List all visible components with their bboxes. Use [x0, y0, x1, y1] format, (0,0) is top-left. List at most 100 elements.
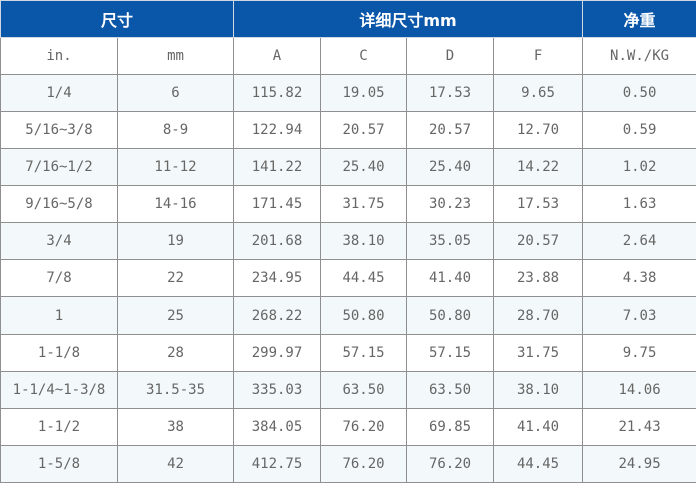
- table-cell: 69.85: [406, 407, 495, 446]
- table-cell: 31.75: [320, 185, 408, 224]
- table-cell: 234.95: [233, 259, 322, 298]
- table-cell: 25: [116, 296, 235, 335]
- table-cell: 7/16~1/2: [0, 148, 118, 187]
- table-cell: 11-12: [116, 148, 235, 187]
- table-cell: 38.10: [493, 370, 584, 409]
- table-cell: 20.57: [493, 222, 584, 261]
- table-cell: 24.95: [582, 444, 696, 483]
- table-cell: 0.59: [582, 111, 696, 150]
- table-cell: 76.20: [320, 444, 408, 483]
- column-header-row: in. mm A C D F N.W./KG: [0, 37, 696, 75]
- table-row: 7/8 22 234.95 44.45 41.40 23.88 4.38: [0, 259, 696, 298]
- table-cell: 2.64: [582, 222, 696, 261]
- table-cell: 30.23: [406, 185, 495, 224]
- table-cell: 14.06: [582, 370, 696, 409]
- table-cell: 23.88: [493, 259, 584, 298]
- table-cell: 31.5-35: [116, 370, 235, 409]
- table-row: 1/4 6 115.82 19.05 17.53 9.65 0.50: [0, 73, 696, 113]
- table-cell: 44.45: [320, 259, 408, 298]
- table-cell: 1.02: [582, 148, 696, 187]
- column-header: C: [320, 37, 408, 75]
- table-cell: 1-1/8: [0, 333, 118, 372]
- table-cell: 1.63: [582, 185, 696, 224]
- table-cell: 57.15: [406, 333, 495, 372]
- table-cell: 268.22: [233, 296, 322, 335]
- column-header: N.W./KG: [582, 37, 696, 75]
- table-cell: 19: [116, 222, 235, 261]
- table-cell: 299.97: [233, 333, 322, 372]
- table-cell: 9.75: [582, 333, 696, 372]
- table-cell: 1-5/8: [0, 444, 118, 483]
- table-row: 1-1/8 28 299.97 57.15 57.15 31.75 9.75: [0, 333, 696, 372]
- table-cell: 38.10: [320, 222, 408, 261]
- table-cell: 335.03: [233, 370, 322, 409]
- table-cell: 63.50: [406, 370, 495, 409]
- table-cell: 7/8: [0, 259, 118, 298]
- table-cell: 76.20: [406, 444, 495, 483]
- table-cell: 1-1/4~1-3/8: [0, 370, 118, 409]
- table-cell: 12.70: [493, 111, 584, 150]
- column-header: in.: [0, 37, 118, 75]
- table-cell: 42: [116, 444, 235, 483]
- table-cell: 1: [0, 296, 118, 335]
- table-cell: 14-16: [116, 185, 235, 224]
- column-header: mm: [116, 37, 235, 75]
- header-detail: 详细尺寸mm: [233, 0, 584, 38]
- table-row: 1-1/4~1-3/8 31.5-35 335.03 63.50 63.50 38.10 1…: [0, 370, 696, 409]
- header-weight: 净重: [582, 0, 696, 38]
- table-cell: 0.50: [582, 73, 696, 113]
- header-row: 尺寸 详细尺寸mm 净重: [0, 0, 696, 38]
- table-cell: 57.15: [320, 333, 408, 372]
- table-cell: 412.75: [233, 444, 322, 483]
- table-cell: 19.05: [320, 73, 408, 113]
- table-cell: 115.82: [233, 73, 322, 113]
- table-cell: 4.38: [582, 259, 696, 298]
- table-row: 9/16~5/8 14-16 171.45 31.75 30.23 17.53 1.63: [0, 185, 696, 224]
- column-header: D: [406, 37, 495, 75]
- header-size: 尺寸: [0, 0, 235, 38]
- table-cell: 38: [116, 407, 235, 446]
- table-cell: 17.53: [493, 185, 584, 224]
- table-cell: 35.05: [406, 222, 495, 261]
- table-cell: 122.94: [233, 111, 322, 150]
- table-cell: 7.03: [582, 296, 696, 335]
- table-cell: 31.75: [493, 333, 584, 372]
- table-cell: 14.22: [493, 148, 584, 187]
- table-cell: 28: [116, 333, 235, 372]
- table-cell: 17.53: [406, 73, 495, 113]
- table-cell: 25.40: [320, 148, 408, 187]
- table-cell: 22: [116, 259, 235, 298]
- table-cell: 50.80: [320, 296, 408, 335]
- table-cell: 25.40: [406, 148, 495, 187]
- table-cell: 28.70: [493, 296, 584, 335]
- table-cell: 1/4: [0, 73, 118, 113]
- column-header: A: [233, 37, 322, 75]
- table-cell: 6: [116, 73, 235, 113]
- table-cell: 5/16~3/8: [0, 111, 118, 150]
- table-row: 1-5/8 42 412.75 76.20 76.20 44.45 24.95: [0, 444, 696, 483]
- table-cell: 21.43: [582, 407, 696, 446]
- table-row: 5/16~3/8 8-9 122.94 20.57 20.57 12.70 0.59: [0, 111, 696, 150]
- table-row: 3/4 19 201.68 38.10 35.05 20.57 2.64: [0, 222, 696, 261]
- table-cell: 9.65: [493, 73, 584, 113]
- table-cell: 76.20: [320, 407, 408, 446]
- table-cell: 3/4: [0, 222, 118, 261]
- table-cell: 41.40: [406, 259, 495, 298]
- table-cell: 41.40: [493, 407, 584, 446]
- table-cell: 1-1/2: [0, 407, 118, 446]
- table-cell: 171.45: [233, 185, 322, 224]
- table-cell: 50.80: [406, 296, 495, 335]
- table-cell: 201.68: [233, 222, 322, 261]
- table-cell: 8-9: [116, 111, 235, 150]
- table-cell: 141.22: [233, 148, 322, 187]
- table-cell: 44.45: [493, 444, 584, 483]
- table-cell: 384.05: [233, 407, 322, 446]
- table-body: 1/4 6 115.82 19.05 17.53 9.65 0.50 5/16~3/8 8-9 1…: [0, 73, 696, 483]
- table-row: 1 25 268.22 50.80 50.80 28.70 7.03: [0, 296, 696, 335]
- table-cell: 20.57: [406, 111, 495, 150]
- table-cell: 20.57: [320, 111, 408, 150]
- table-cell: 63.50: [320, 370, 408, 409]
- table-row: 1-1/2 38 384.05 76.20 69.85 41.40 21.43: [0, 407, 696, 446]
- column-header: F: [493, 37, 584, 75]
